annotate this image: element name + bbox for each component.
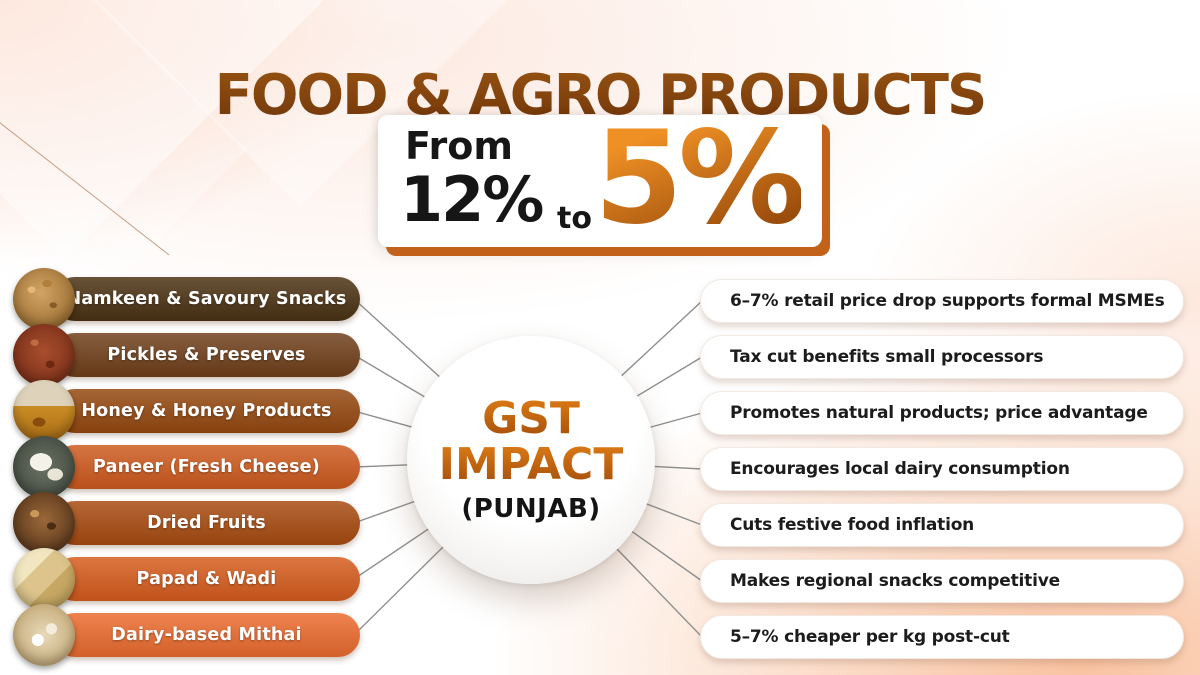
dried-fruits-photo: [13, 492, 75, 554]
hub-title-gst: GST: [482, 393, 580, 445]
product-row: Honey & Honey Products: [13, 380, 360, 442]
product-list: Namkeen & Savoury Snacks Pickles & Prese…: [13, 268, 360, 669]
impact-label: Cuts festive food inflation: [730, 515, 975, 535]
impact-pill: Promotes natural products; price advanta…: [700, 391, 1184, 435]
impact-label: 5–7% cheaper per kg post-cut: [730, 627, 1010, 647]
impact-pill: Makes regional snacks competitive: [700, 559, 1184, 603]
papad-photo: [13, 548, 75, 610]
rate-new-value: 5%: [594, 104, 806, 253]
mithai-photo: [13, 604, 75, 666]
rate-from-label: From: [405, 124, 513, 168]
product-pill: Papad & Wadi: [53, 557, 360, 601]
impact-list: 6–7% retail price drop supports formal M…: [700, 279, 1184, 671]
impact-label: 6–7% retail price drop supports formal M…: [730, 291, 1165, 311]
product-row: Pickles & Preserves: [13, 324, 360, 386]
namkeen-snacks-photo: [13, 268, 75, 330]
impact-label: Tax cut benefits small processors: [730, 347, 1044, 367]
pickles-photo: [13, 324, 75, 386]
product-pill: Pickles & Preserves: [53, 333, 360, 377]
product-label: Namkeen & Savoury Snacks: [66, 289, 347, 309]
product-label: Dried Fruits: [147, 513, 266, 533]
impact-label: Promotes natural products; price advanta…: [730, 403, 1148, 423]
product-label: Paneer (Fresh Cheese): [93, 457, 320, 477]
impact-pill: Tax cut benefits small processors: [700, 335, 1184, 379]
product-label: Papad & Wadi: [136, 569, 277, 589]
product-row: Dairy-based Mithai: [13, 604, 360, 666]
impact-pill: 6–7% retail price drop supports formal M…: [700, 279, 1184, 323]
product-row: Paneer (Fresh Cheese): [13, 436, 360, 498]
hub-title-impact: IMPACT: [438, 439, 624, 490]
impact-label: Makes regional snacks competitive: [730, 571, 1060, 591]
impact-pill: Encourages local dairy consumption: [700, 447, 1184, 491]
impact-pill: 5–7% cheaper per kg post-cut: [700, 615, 1184, 659]
honey-photo: [13, 380, 75, 442]
product-row: Papad & Wadi: [13, 548, 360, 610]
product-pill: Paneer (Fresh Cheese): [53, 445, 360, 489]
paneer-photo: [13, 436, 75, 498]
product-row: Namkeen & Savoury Snacks: [13, 268, 360, 330]
product-pill: Dried Fruits: [53, 501, 360, 545]
product-label: Dairy-based Mithai: [111, 625, 302, 645]
impact-pill: Cuts festive food inflation: [700, 503, 1184, 547]
rate-change-card: From 12% to 5%: [378, 115, 822, 247]
hub-subtitle-punjab: (PUNJAB): [461, 493, 601, 524]
impact-label: Encourages local dairy consumption: [730, 459, 1070, 479]
product-label: Pickles & Preserves: [107, 345, 306, 365]
product-row: Dried Fruits: [13, 492, 360, 554]
gst-impact-hub: GST IMPACT (PUNJAB): [407, 336, 655, 584]
rate-old-value: 12%: [400, 163, 544, 236]
product-label: Honey & Honey Products: [81, 401, 332, 421]
product-pill: Honey & Honey Products: [53, 389, 360, 433]
rate-to-label: to: [557, 201, 592, 236]
product-pill: Namkeen & Savoury Snacks: [53, 277, 360, 321]
product-pill: Dairy-based Mithai: [53, 613, 360, 657]
